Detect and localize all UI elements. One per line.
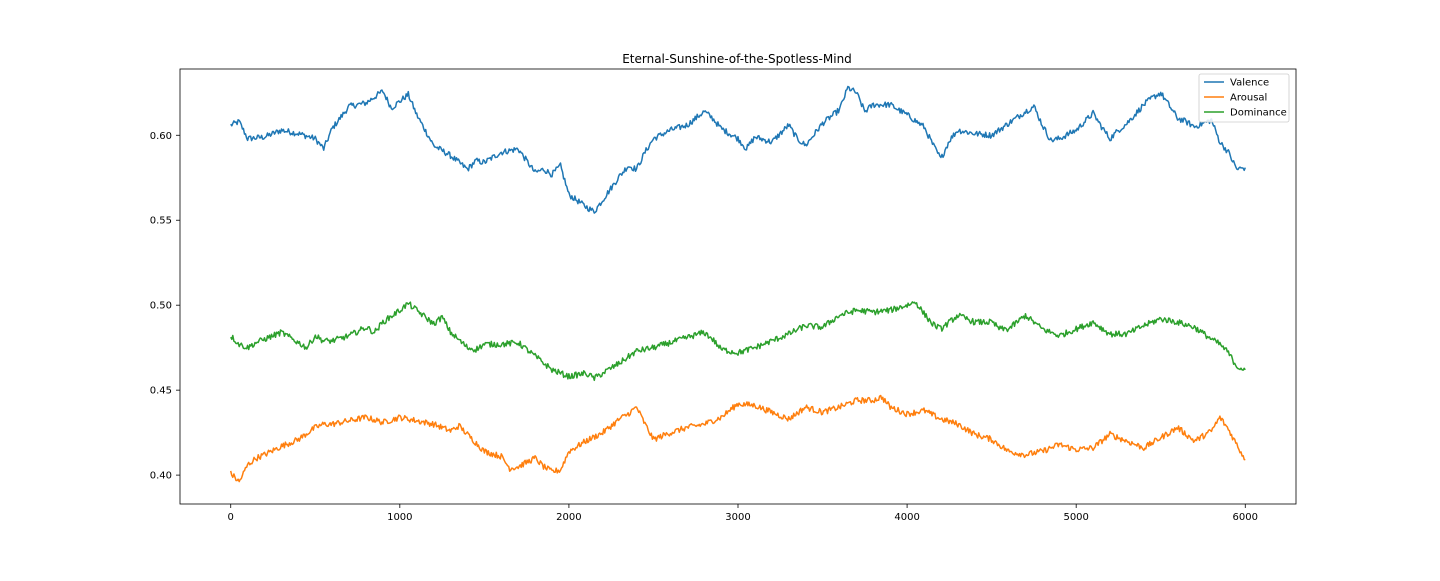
series-line-valence: [230, 85, 1246, 214]
series-line-arousal: [229, 394, 1246, 483]
y-tick-label: 0.45: [150, 386, 172, 397]
y-tick-label: 0.55: [150, 216, 172, 227]
x-tick-label: 2000: [556, 512, 581, 523]
series-line-dominance: [230, 301, 1246, 382]
y-tick-label: 0.60: [150, 131, 172, 142]
x-tick-label: 6000: [1233, 512, 1258, 523]
legend-label-arousal: Arousal: [1230, 93, 1267, 104]
x-tick-label: 3000: [725, 512, 750, 523]
x-tick-label: 1000: [387, 512, 412, 523]
x-tick-label: 4000: [894, 512, 919, 523]
y-tick-label: 0.50: [150, 301, 172, 312]
chart-title: Eternal-Sunshine-of-the-Spotless-Mind: [622, 52, 852, 66]
x-tick-label: 0: [228, 512, 234, 523]
x-axis: 0 1000 2000 3000 4000 5000 6000: [228, 504, 1258, 523]
legend-label-valence: Valence: [1230, 78, 1269, 89]
y-axis: 0.40 0.45 0.50 0.55 0.60: [150, 131, 180, 482]
legend: Valence Arousal Dominance: [1198, 73, 1290, 123]
legend-box: [1198, 73, 1290, 123]
plot-area: [179, 68, 1297, 505]
legend-label-dominance: Dominance: [1230, 108, 1287, 119]
y-tick-label: 0.40: [150, 471, 172, 482]
x-tick-label: 5000: [1063, 512, 1088, 523]
plot-frame: [179, 68, 1297, 505]
